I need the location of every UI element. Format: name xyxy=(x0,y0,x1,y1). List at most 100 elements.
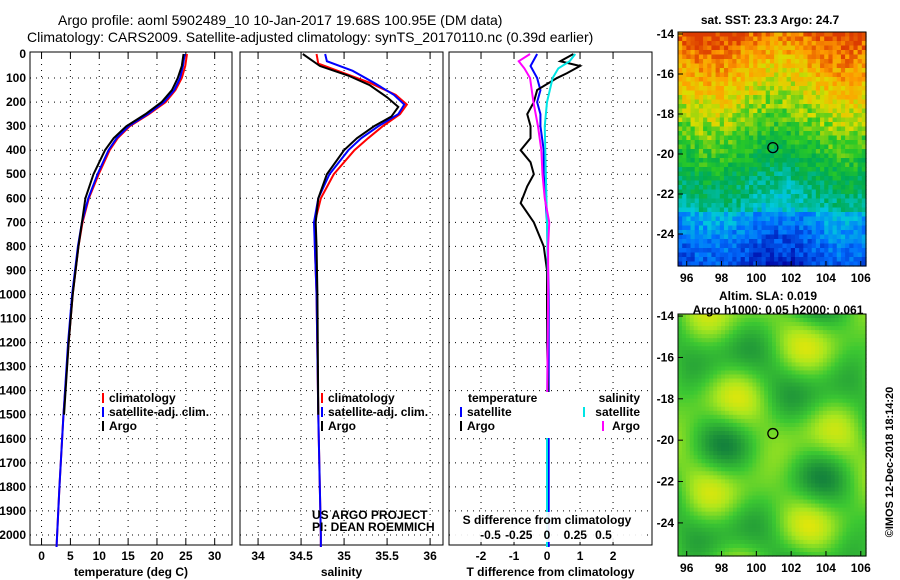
map-cell xyxy=(765,221,771,227)
map-cell xyxy=(854,491,859,497)
map-cell xyxy=(744,338,750,343)
map-cell xyxy=(761,45,767,51)
map-cell xyxy=(836,95,842,101)
map-cell xyxy=(723,162,729,168)
map-cell xyxy=(858,402,863,408)
map-cell xyxy=(732,422,738,428)
map-cell xyxy=(697,503,703,509)
map-cell xyxy=(834,499,840,505)
map-cell xyxy=(717,354,722,359)
map-cell xyxy=(772,422,777,428)
map-cell xyxy=(850,374,855,380)
map-cell xyxy=(836,198,842,204)
map-cell xyxy=(811,68,817,74)
map-cell xyxy=(840,126,846,132)
map-cell xyxy=(815,45,821,51)
map-cell xyxy=(701,507,707,513)
map-cell xyxy=(744,162,750,168)
map-cell xyxy=(686,50,692,56)
map-cell xyxy=(807,36,813,42)
map-cell xyxy=(685,418,691,424)
map-cell xyxy=(690,54,696,60)
map-cell xyxy=(756,439,761,444)
map-cell xyxy=(749,41,754,47)
map-cell xyxy=(725,382,730,388)
map-cell xyxy=(824,104,829,110)
map-cell xyxy=(709,350,714,355)
map-cell xyxy=(713,451,718,456)
map-cell xyxy=(725,435,730,440)
map-cell xyxy=(717,507,722,513)
map-cell xyxy=(761,59,767,65)
map-cell xyxy=(799,167,804,173)
map-cell xyxy=(828,81,834,87)
map-cell xyxy=(845,72,850,78)
s-tick-label: 0.25 xyxy=(564,528,588,542)
map-cell xyxy=(849,95,855,101)
map-cell xyxy=(709,487,714,493)
map-cell xyxy=(715,41,721,47)
map-cell xyxy=(828,212,834,218)
map-cell xyxy=(732,330,738,335)
map-cell xyxy=(703,77,708,83)
map-cell xyxy=(779,479,785,484)
map-cell xyxy=(698,162,704,168)
map-cell xyxy=(803,475,808,480)
map-cell xyxy=(761,90,767,96)
map-cell xyxy=(689,398,695,404)
map-cell xyxy=(728,176,733,182)
map-cell xyxy=(830,426,836,432)
map-cell xyxy=(736,207,742,213)
map-cell xyxy=(858,350,863,355)
map-cell xyxy=(719,180,725,186)
map-cell xyxy=(769,198,775,204)
map-cell xyxy=(811,394,816,400)
map-cell xyxy=(740,68,746,74)
map-cell xyxy=(828,180,834,186)
map-cell xyxy=(822,394,828,400)
map-cell xyxy=(854,346,859,351)
map-cell xyxy=(811,167,817,173)
map-cell xyxy=(782,68,788,74)
map-cell xyxy=(794,41,800,47)
map-cell xyxy=(799,507,804,513)
map-cell xyxy=(811,149,817,155)
map-cell xyxy=(698,158,704,164)
map-cell xyxy=(838,491,844,497)
map-cell xyxy=(775,334,781,339)
map-cell xyxy=(772,487,777,493)
map-cell xyxy=(850,346,855,351)
map-cell xyxy=(842,491,848,497)
map-cell xyxy=(697,483,703,489)
map-cell xyxy=(846,366,851,372)
map-cell xyxy=(744,77,750,83)
map-cell xyxy=(807,338,812,343)
map-cell xyxy=(830,398,836,404)
map-cell xyxy=(693,354,699,359)
map-cell xyxy=(836,171,842,177)
map-cell xyxy=(850,435,855,440)
map-cell xyxy=(783,447,789,452)
map-cell xyxy=(753,32,758,38)
map-cell xyxy=(760,338,765,343)
map-cell xyxy=(769,144,775,150)
map-cell xyxy=(803,149,809,155)
map-cell xyxy=(721,447,726,452)
map-cell xyxy=(853,86,859,92)
map-cell xyxy=(782,108,788,114)
map-cell xyxy=(815,386,820,392)
map-cell xyxy=(832,230,838,236)
map-cell xyxy=(728,117,733,123)
map-cell xyxy=(840,185,846,191)
map-cell xyxy=(748,499,754,505)
map-cell xyxy=(678,418,683,424)
map-cell xyxy=(822,398,828,404)
map-cell xyxy=(709,390,714,396)
map-cell xyxy=(749,59,754,65)
map-cell xyxy=(761,203,767,209)
map-cell xyxy=(834,451,840,456)
map-cell xyxy=(736,113,742,119)
map-cell xyxy=(815,90,821,96)
map-cell xyxy=(783,314,789,319)
map-cell xyxy=(778,32,784,38)
